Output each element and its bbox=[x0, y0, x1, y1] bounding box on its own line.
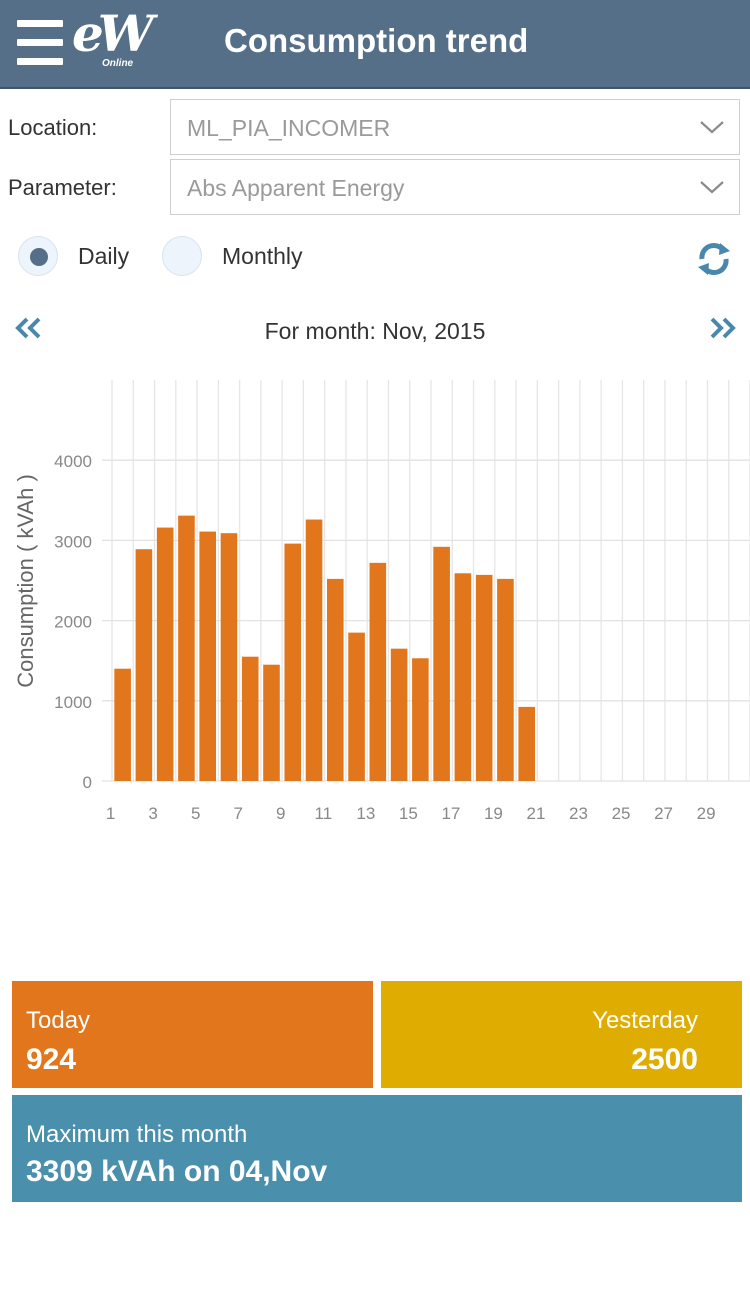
bar-day-2[interactable] bbox=[135, 549, 153, 781]
x-tick-label: 19 bbox=[484, 804, 503, 823]
monthly-radio-label[interactable]: Monthly bbox=[222, 243, 303, 269]
x-tick-label: 29 bbox=[697, 804, 716, 823]
location-label: Location: bbox=[8, 115, 98, 140]
bar-day-7[interactable] bbox=[241, 656, 259, 781]
chevron-down-icon bbox=[700, 121, 724, 134]
x-tick-label: 11 bbox=[314, 804, 332, 823]
bar-day-14[interactable] bbox=[390, 648, 408, 781]
y-tick-label: 1000 bbox=[54, 693, 92, 712]
bar-day-5[interactable] bbox=[199, 531, 216, 781]
radio-selected-dot bbox=[30, 248, 48, 266]
x-tick-label: 9 bbox=[276, 804, 285, 823]
y-tick-label: 4000 bbox=[54, 452, 92, 471]
bar-day-3[interactable] bbox=[156, 527, 174, 781]
bar-day-10[interactable] bbox=[305, 519, 323, 781]
hamburger-menu-icon[interactable] bbox=[17, 20, 63, 66]
max-value: 3309 kVAh on 04,Nov bbox=[26, 1155, 328, 1188]
page-title: Consumption trend bbox=[224, 22, 529, 59]
parameter-label: Parameter: bbox=[8, 175, 117, 200]
x-tick-label: 17 bbox=[441, 804, 460, 823]
month-label: For month: Nov, 2015 bbox=[264, 318, 486, 344]
y-tick-label: 3000 bbox=[54, 532, 92, 551]
y-tick-label: 2000 bbox=[54, 613, 92, 632]
bar-day-16[interactable] bbox=[433, 546, 450, 781]
app-header: eW Online Consumption trend bbox=[0, 0, 750, 89]
location-select-value: ML_PIA_INCOMER bbox=[187, 115, 391, 141]
daily-radio[interactable] bbox=[18, 236, 58, 276]
x-tick-label: 3 bbox=[148, 804, 157, 823]
daily-radio-label[interactable]: Daily bbox=[78, 243, 130, 269]
app-logo: eW Online bbox=[72, 4, 154, 72]
y-tick-label: 0 bbox=[83, 773, 92, 792]
bar-day-17[interactable] bbox=[454, 573, 472, 781]
bar-day-1[interactable] bbox=[114, 668, 131, 781]
bar-day-9[interactable] bbox=[284, 543, 302, 781]
refresh-icon[interactable] bbox=[694, 239, 734, 279]
parameter-select-value: Abs Apparent Energy bbox=[187, 175, 405, 201]
today-label: Today bbox=[26, 1007, 91, 1034]
bar-day-6[interactable] bbox=[220, 533, 238, 781]
x-tick-label: 15 bbox=[399, 804, 418, 823]
bar-day-8[interactable] bbox=[263, 664, 280, 781]
x-tick-label: 7 bbox=[233, 804, 242, 823]
logo-text: eW bbox=[72, 4, 154, 63]
x-tick-label: 23 bbox=[569, 804, 588, 823]
yesterday-value: 2500 bbox=[631, 1043, 698, 1076]
monthly-radio[interactable] bbox=[162, 236, 202, 276]
bar-day-12[interactable] bbox=[348, 632, 365, 781]
x-axis-ticks: 1 3 5 7 9 11 13 15 17 19 21 23 25 27 29 bbox=[106, 804, 716, 823]
x-tick-label: 27 bbox=[654, 804, 673, 823]
chart-grid bbox=[102, 380, 750, 782]
bar-day-18[interactable] bbox=[475, 574, 493, 781]
parameter-select[interactable]: Abs Apparent Energy bbox=[170, 159, 740, 215]
chevron-down-icon bbox=[700, 181, 724, 194]
bar-day-11[interactable] bbox=[327, 578, 344, 781]
bar-day-4[interactable] bbox=[178, 515, 195, 781]
x-tick-label: 25 bbox=[612, 804, 631, 823]
chart-bars bbox=[114, 515, 535, 781]
y-axis-label: Consumption ( kVAh ) bbox=[13, 474, 38, 688]
y-axis-ticks: 0 1000 2000 3000 4000 bbox=[54, 452, 92, 792]
bar-day-13[interactable] bbox=[369, 562, 387, 781]
yesterday-card: Yesterday 2500 bbox=[381, 981, 742, 1088]
next-month-icon[interactable] bbox=[706, 314, 738, 342]
today-value: 924 bbox=[26, 1043, 77, 1076]
bar-day-19[interactable] bbox=[497, 578, 514, 781]
today-card: Today 924 bbox=[12, 981, 373, 1088]
x-tick-label: 13 bbox=[356, 804, 375, 823]
previous-month-icon[interactable] bbox=[13, 314, 45, 342]
max-card: Maximum this month 3309 kVAh on 04,Nov bbox=[12, 1095, 742, 1202]
yesterday-label: Yesterday bbox=[592, 1007, 698, 1034]
bar-day-15[interactable] bbox=[412, 658, 429, 781]
location-select[interactable]: ML_PIA_INCOMER bbox=[170, 99, 740, 155]
logo-subtext: Online bbox=[102, 58, 134, 69]
bar-day-20[interactable] bbox=[518, 706, 535, 781]
x-tick-label: 5 bbox=[191, 804, 200, 823]
x-tick-label: 1 bbox=[106, 804, 115, 823]
max-label: Maximum this month bbox=[26, 1121, 248, 1148]
x-tick-label: 21 bbox=[527, 804, 546, 823]
